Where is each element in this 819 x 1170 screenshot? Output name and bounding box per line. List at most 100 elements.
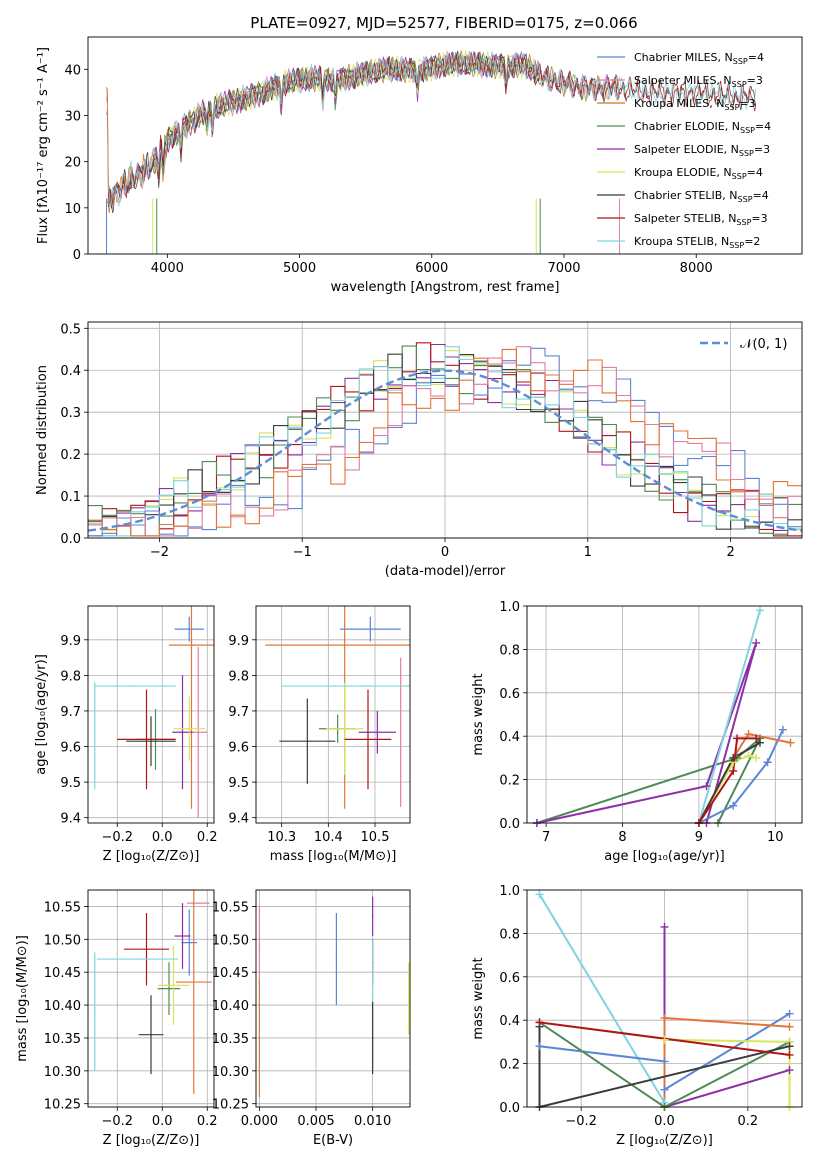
weight-series-kroupa_stelib	[538, 893, 666, 1104]
axes-frame	[255, 889, 411, 1108]
x-tick-label: 7000	[547, 261, 580, 276]
y-tick-label: 10.50	[212, 933, 249, 948]
y-tick-label: 0.2	[499, 774, 520, 789]
x-tick-label: 0.010	[354, 1114, 391, 1129]
weight-marker	[752, 638, 761, 647]
x-tick-label: 5000	[283, 261, 316, 276]
weight-marker	[785, 1066, 794, 1075]
x-tick-label: 0	[441, 545, 449, 560]
legend-sub: SSP	[724, 103, 739, 112]
data-point	[136, 958, 139, 960]
x-tick-label: 10.5	[361, 830, 390, 845]
y-tick-label: 10	[64, 202, 81, 217]
x-tick-label: −0.2	[565, 1114, 597, 1129]
data-point	[188, 628, 191, 630]
legend-label: Kroupa ELODIE, N	[634, 166, 732, 179]
legend-entry: Salpeter STELIB, NSSP=3	[634, 212, 768, 227]
mass_vs_Z-plot-area	[88, 890, 214, 1107]
legend-val: =4	[753, 189, 769, 202]
x-tick-label: 1	[584, 545, 592, 560]
y-tick-label: 0.2	[499, 1058, 520, 1073]
y-axis-label: age [log₁₀(age/yr)]	[34, 654, 49, 775]
weight-series-kroupa_stelib	[697, 610, 761, 823]
data-point	[172, 984, 175, 987]
weight-marker	[778, 725, 787, 734]
data-point	[93, 735, 96, 737]
legend-val: =4	[747, 166, 763, 179]
weight-series-kroupa_elodie	[698, 754, 757, 823]
histogram-salpeter_miles	[88, 346, 802, 537]
y-tick-label: 10.35	[44, 1032, 81, 1047]
data-point	[181, 731, 184, 734]
data-point	[197, 902, 200, 904]
axes-frame	[526, 889, 803, 1108]
y-tick-label: 9.4	[228, 812, 249, 827]
legend-entry: Chabrier MILES, NSSP=4	[634, 51, 764, 66]
legend-val: =4	[755, 120, 771, 133]
legend-val: =4	[748, 51, 764, 64]
age_vs_mass-plot-area	[256, 606, 410, 823]
weight-marker	[785, 1009, 794, 1018]
y-tick-label: 10.45	[44, 966, 81, 981]
legend-label: Kroupa STELIB, N	[634, 235, 729, 248]
x-axis-label: mass [log₁₀(M/M⊙)]	[270, 849, 397, 864]
y-tick-label: 0.1	[60, 490, 81, 505]
mass_vs_ebv-plot-area	[256, 890, 410, 1107]
legend-label: Salpeter STELIB, N	[634, 212, 736, 225]
legend-sub: SSP	[733, 57, 748, 66]
x-tick-label: 8000	[680, 261, 713, 276]
x-tick-label: 0.0	[654, 1114, 675, 1129]
weight_vs_Z-plot-area	[527, 890, 802, 1107]
weight-marker	[752, 753, 761, 762]
weight-marker	[752, 734, 761, 743]
data-point	[360, 685, 362, 687]
data-point	[168, 987, 170, 990]
y-tick-label: 0.2	[60, 448, 81, 463]
x-tick-label: −2	[150, 545, 169, 560]
x-tick-label: 0.005	[297, 1114, 334, 1129]
x-tick-label: 10	[767, 830, 784, 845]
y-tick-label: 9.7	[60, 705, 81, 720]
data-point	[197, 731, 200, 734]
data-point	[408, 997, 410, 1000]
weight-marker	[785, 1050, 794, 1059]
x-tick-label: 0.2	[197, 830, 218, 845]
x-tick-label: 10.4	[314, 830, 343, 845]
y-axis-label: Normed distribution	[35, 365, 50, 495]
y-tick-label: 10.40	[212, 999, 249, 1014]
y-tick-label: 9.8	[228, 669, 249, 684]
data-point	[399, 731, 402, 734]
weight-series-salpeter_stelib	[698, 737, 757, 823]
spectrum-series-chabrier_stelib	[107, 50, 757, 214]
weight_vs_age-plot-area	[527, 606, 802, 823]
weight-marker	[660, 922, 669, 931]
y-tick-label: 10.55	[44, 900, 81, 915]
legend-val: =3	[747, 74, 763, 87]
y-tick-label: 9.7	[228, 705, 249, 720]
weight-marker	[535, 1042, 544, 1051]
y-axis-label: mass weight	[471, 957, 486, 1039]
y-tick-label: 30	[64, 109, 81, 124]
weight-marker	[744, 751, 753, 760]
x-tick-label: 9	[695, 830, 703, 845]
y-tick-label: 0.8	[499, 643, 520, 658]
y-tick-label: 0.4	[60, 364, 81, 379]
weight-marker	[785, 1022, 794, 1031]
legend-val: =3	[751, 212, 767, 225]
data-point	[343, 727, 346, 730]
weight-marker	[744, 730, 753, 739]
x-tick-label: −0.2	[101, 1114, 133, 1129]
y-tick-label: 10.35	[212, 1032, 249, 1047]
data-point	[371, 1037, 374, 1039]
legend-entry: Chabrier ELODIE, NSSP=4	[634, 120, 771, 135]
data-point	[190, 644, 193, 646]
data-point	[145, 948, 148, 950]
weight-marker	[763, 758, 772, 767]
data-point	[258, 945, 261, 947]
residuals-plot-area	[88, 322, 802, 538]
axes-frame	[255, 605, 411, 824]
legend-label: Kroupa MILES, N	[634, 97, 724, 110]
weight-series-chabrier_miles	[698, 729, 784, 823]
x-tick-label: 2	[726, 545, 734, 560]
legend-sub: SSP	[732, 80, 747, 89]
